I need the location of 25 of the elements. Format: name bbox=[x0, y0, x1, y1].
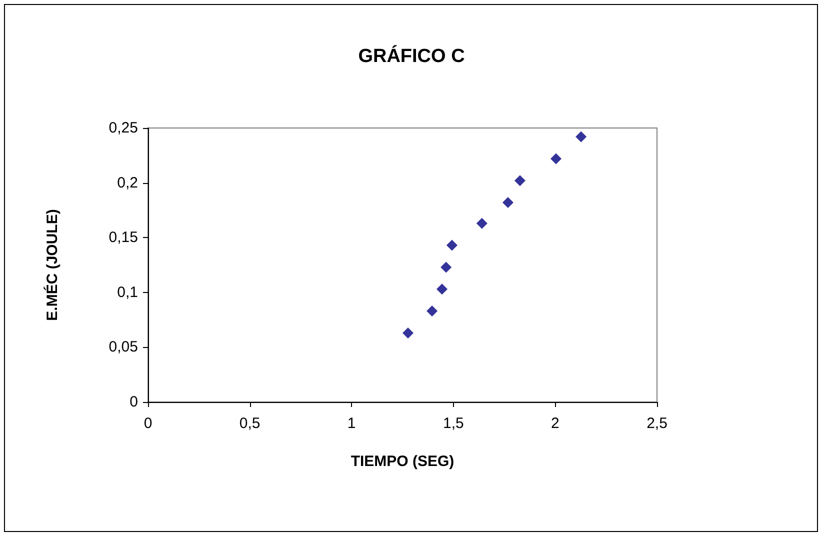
point bbox=[514, 175, 526, 186]
y-tick-label: 0,2 bbox=[117, 174, 138, 192]
x-axis-title: TIEMPO (SEG) bbox=[350, 453, 454, 470]
y-axis-title: E.MÉC (JOULE) bbox=[43, 209, 61, 321]
x-tick-label: 0 bbox=[144, 415, 152, 432]
x-tick-label: 2,5 bbox=[646, 415, 668, 432]
point bbox=[576, 131, 587, 142]
point bbox=[446, 240, 458, 251]
point bbox=[426, 306, 438, 317]
x-tick-label: 0,5 bbox=[239, 415, 260, 432]
y-tick-label: 0,1 bbox=[117, 284, 138, 301]
y-tick-label: 0 bbox=[130, 394, 138, 410]
point bbox=[550, 153, 562, 164]
point bbox=[436, 284, 448, 295]
x-tick-label: 1 bbox=[347, 415, 356, 432]
point bbox=[502, 197, 514, 208]
point bbox=[402, 327, 414, 338]
x-tick-label: 1,5 bbox=[442, 415, 464, 432]
y-tick-label: 0,15 bbox=[108, 229, 138, 246]
chart-title: GRÁFICO C bbox=[358, 45, 466, 67]
y-tick-label: 0,05 bbox=[108, 338, 138, 356]
point bbox=[476, 218, 488, 229]
y-tick-label: 0,25 bbox=[108, 120, 138, 136]
point bbox=[440, 262, 452, 273]
x-tick-label: 2 bbox=[551, 415, 560, 432]
